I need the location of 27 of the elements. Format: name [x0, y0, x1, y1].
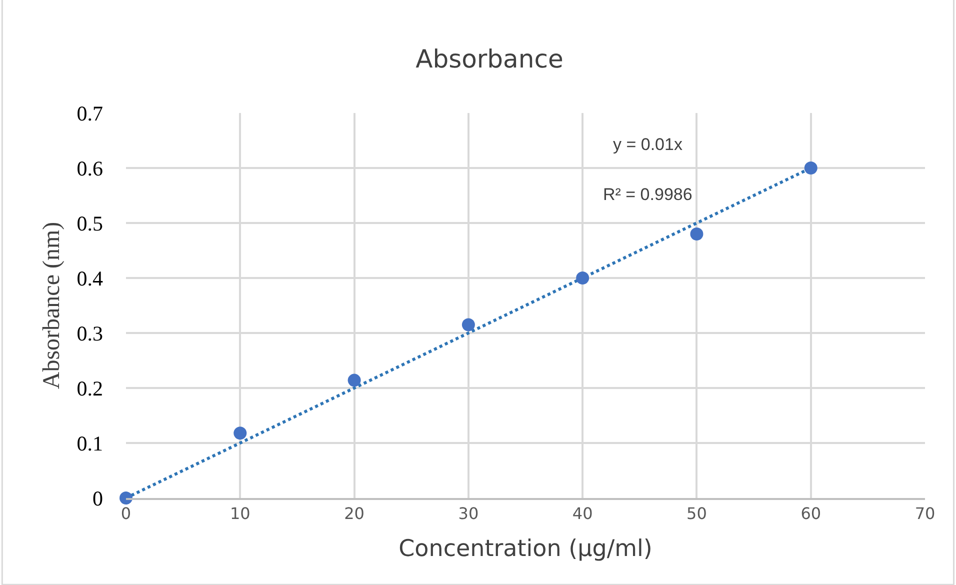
x-tick-label: 60 — [800, 504, 822, 523]
x-tick-label: 50 — [686, 504, 707, 523]
point — [804, 162, 818, 174]
y-tick-label: 0.4 — [76, 266, 104, 290]
x-tick-label: 30 — [458, 504, 479, 523]
y-tick-label: 0.5 — [76, 211, 103, 236]
point — [462, 318, 475, 332]
chart-title: Absorbance — [416, 44, 564, 74]
x-tick-label: 40 — [572, 504, 593, 523]
y-tick-label: 0.1 — [76, 431, 103, 456]
point — [120, 492, 132, 504]
x-tick-label: 20 — [344, 504, 364, 523]
x-tick-label: 70 — [914, 504, 936, 523]
annotation: y = 0.01x — [613, 135, 683, 154]
point — [576, 272, 590, 284]
point — [690, 228, 704, 240]
y-tick-label: 0.3 — [76, 321, 103, 346]
y-tick-label: 0.6 — [76, 156, 103, 180]
x-tick-label: 10 — [230, 504, 250, 523]
point — [348, 374, 361, 387]
y-tick-label: 0.2 — [76, 376, 103, 400]
y-axis-title: Absorbance (nm) — [38, 222, 65, 390]
y-tick-label: 0.7 — [76, 101, 103, 126]
x-axis-title: Concentration (μg/ml) — [398, 536, 652, 562]
x-tick-label: 0 — [120, 504, 132, 523]
point — [234, 426, 247, 440]
annotation: R² = 0.9986 — [603, 185, 692, 204]
